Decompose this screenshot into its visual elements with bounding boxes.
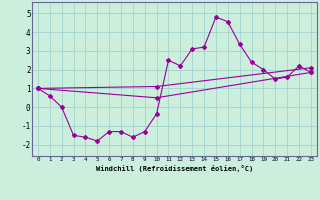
X-axis label: Windchill (Refroidissement éolien,°C): Windchill (Refroidissement éolien,°C) <box>96 165 253 172</box>
